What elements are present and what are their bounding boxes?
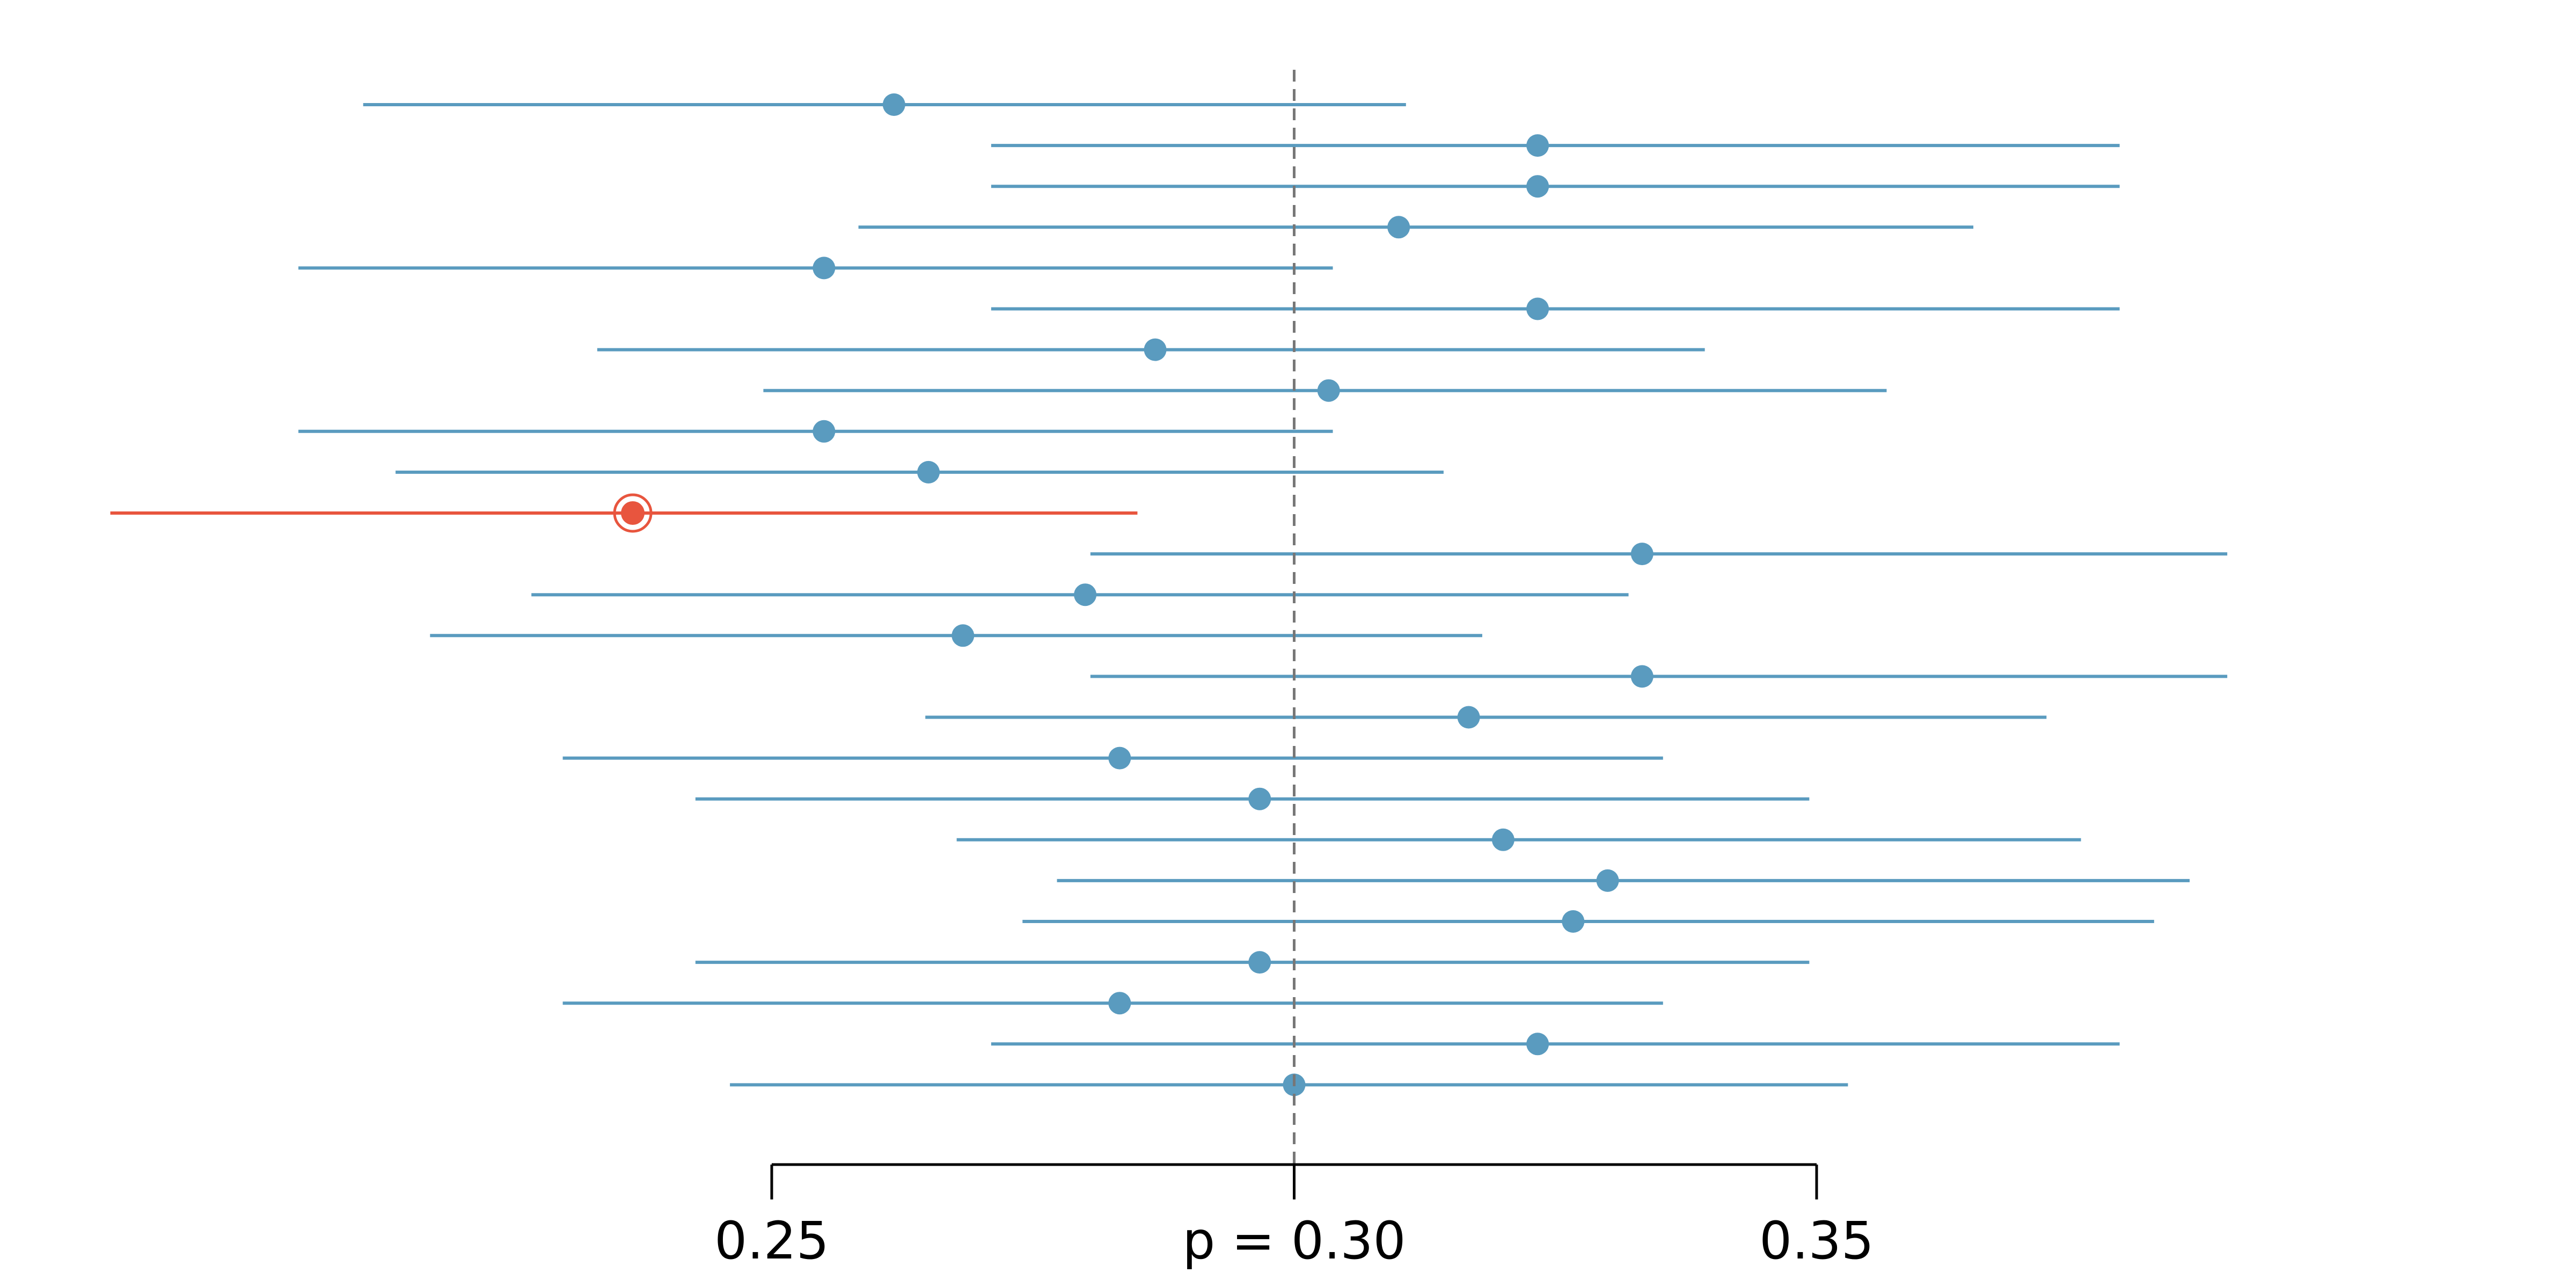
interval-row (730, 1073, 1848, 1096)
interval-row (562, 992, 1663, 1015)
interval-row (1090, 543, 2228, 566)
estimate-point (1074, 583, 1097, 606)
estimate-point (1491, 828, 1514, 851)
x-axis: 0.25 p = 0.30 0.35 (714, 1163, 1874, 1271)
x-tick-label: p = 0.30 (1182, 1211, 1406, 1271)
estimate-point (1248, 951, 1271, 974)
estimate-point (813, 257, 836, 280)
estimate-point (1630, 543, 1653, 566)
estimate-point (1562, 910, 1585, 933)
estimate-point (1108, 747, 1131, 770)
x-tick-label: 0.35 (1759, 1211, 1874, 1271)
estimate-point (882, 93, 905, 116)
interval-row (763, 379, 1887, 402)
estimate-point (1526, 1033, 1549, 1056)
interval-row (562, 747, 1663, 770)
estimate-point (1317, 379, 1340, 402)
interval-row (858, 216, 1974, 239)
estimate-point (1387, 216, 1410, 239)
estimate-point (813, 420, 836, 443)
interval-row (991, 175, 2120, 198)
estimate-point (1526, 297, 1549, 320)
interval-row (1090, 665, 2228, 688)
estimate-point (1108, 992, 1131, 1015)
highlight-ring (613, 493, 653, 533)
interval-row (430, 624, 1482, 647)
estimate-point (1526, 134, 1549, 157)
interval-row (298, 420, 1333, 443)
interval-row (695, 951, 1810, 974)
interval-row (531, 583, 1629, 606)
interval-row (1057, 869, 2190, 892)
x-tick-label: 0.25 (714, 1211, 829, 1271)
estimate-point (1248, 787, 1271, 810)
estimate-point (621, 501, 645, 525)
estimate-point (1526, 175, 1549, 198)
interval-row (363, 93, 1406, 116)
estimate-point (1630, 665, 1653, 688)
estimate-point (1457, 706, 1480, 729)
estimate-point (952, 624, 975, 647)
interval-row (925, 706, 2047, 729)
x-axis-ticks: 0.25 p = 0.30 0.35 (714, 1165, 1874, 1271)
interval-row (695, 787, 1810, 810)
interval-row (1022, 910, 2154, 933)
interval-row (991, 297, 2120, 320)
interval-row (298, 257, 1333, 280)
highlighted-interval (110, 493, 1138, 533)
estimate-point (917, 460, 940, 484)
estimate-point (1144, 338, 1167, 361)
interval-row (956, 828, 2081, 851)
interval-row (991, 134, 2120, 157)
estimate-point (1596, 869, 1619, 892)
intervals-layer (110, 93, 2228, 1096)
interval-row (991, 1033, 2120, 1056)
interval-row (597, 338, 1705, 361)
interval-row (396, 460, 1444, 484)
